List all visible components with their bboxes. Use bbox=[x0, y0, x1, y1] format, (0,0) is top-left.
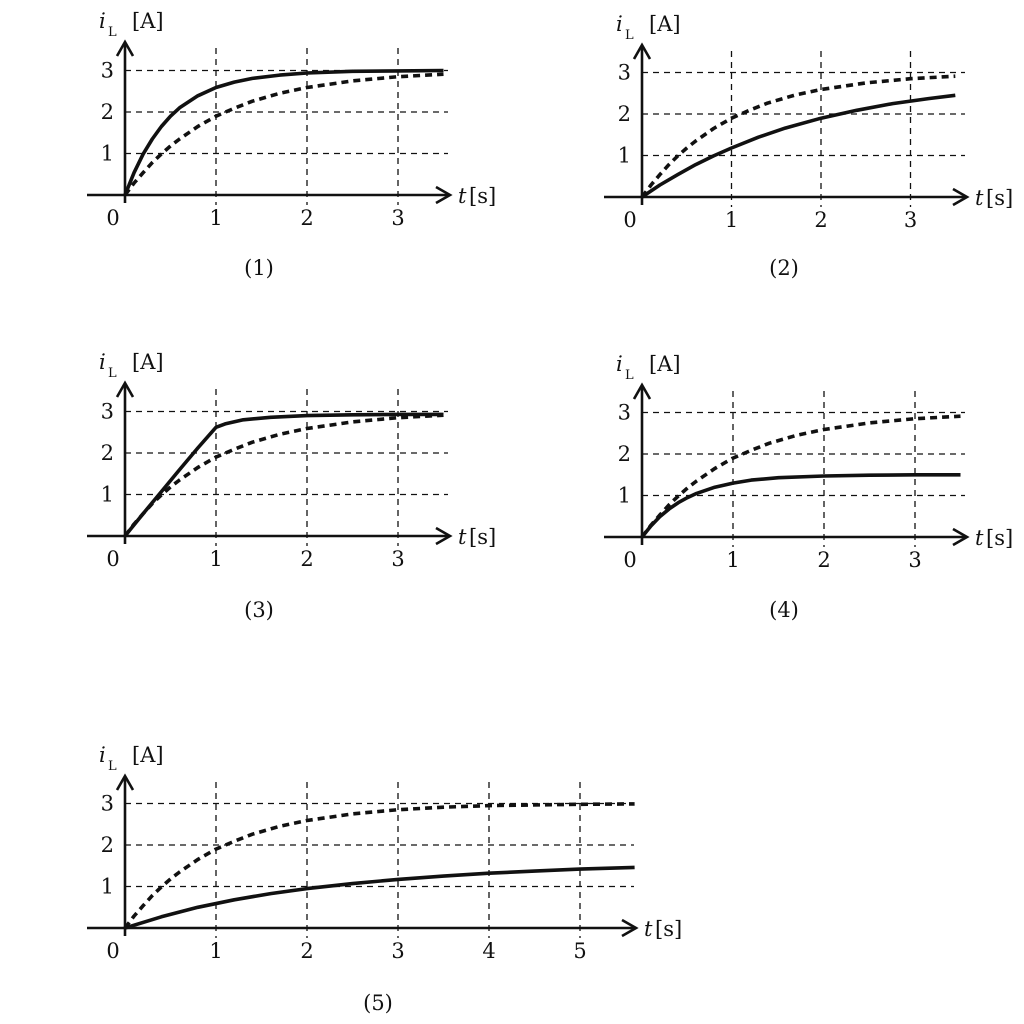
y-axis-unit: [A] bbox=[649, 12, 681, 36]
y-axis-label: i bbox=[616, 352, 623, 376]
x-axis-label: t bbox=[458, 525, 467, 549]
x-tick-label-3: 3 bbox=[391, 206, 404, 230]
y-tick-label-3: 3 bbox=[618, 61, 631, 85]
x-tick-label-2: 2 bbox=[300, 206, 313, 230]
series-dashed-curve bbox=[640, 74, 956, 199]
x-tick-label-4: 4 bbox=[482, 939, 495, 963]
y-axis-arrowhead bbox=[115, 39, 135, 57]
x-axis-label: t bbox=[975, 526, 984, 550]
chart-panel-3: 1 2 3 1 2 3 0 i L [A] t [s] (3) bbox=[87, 350, 496, 622]
y-tick-label-3: 3 bbox=[101, 59, 114, 83]
x-tick-label-3: 3 bbox=[391, 547, 404, 571]
panel-caption: (4) bbox=[769, 598, 799, 622]
x-axis-arrowhead bbox=[621, 918, 639, 938]
y-tick-label-2: 2 bbox=[101, 100, 114, 124]
y-tick-label-1: 1 bbox=[101, 483, 114, 507]
panel-caption: (5) bbox=[363, 991, 393, 1015]
y-tick-label-3: 3 bbox=[101, 400, 114, 424]
x-axis-unit: [s] bbox=[655, 917, 682, 941]
series-solid-curve bbox=[640, 93, 956, 199]
x-tick-label-2: 2 bbox=[300, 547, 313, 571]
y-tick-label-3: 3 bbox=[101, 792, 114, 816]
x-axis-arrowhead bbox=[952, 527, 970, 547]
x-axis-label: t bbox=[975, 186, 984, 210]
y-axis-unit: [A] bbox=[132, 9, 164, 33]
origin-label: 0 bbox=[106, 547, 119, 571]
y-axis-unit: [A] bbox=[649, 352, 681, 376]
chart-panel-1: 1 2 3 1 2 3 0 i L [A] t [s] (1) bbox=[87, 9, 496, 280]
y-tick-label-1: 1 bbox=[101, 142, 114, 166]
series-dashed-curve bbox=[123, 802, 635, 930]
panel-caption: (1) bbox=[244, 256, 274, 280]
y-tick-label-2: 2 bbox=[101, 441, 114, 465]
y-axis-arrowhead bbox=[632, 42, 652, 60]
x-axis-arrowhead bbox=[435, 185, 453, 205]
origin-label: 0 bbox=[623, 208, 636, 232]
chart-panel-4: 1 2 3 1 2 3 0 i L [A] t [s] (4) bbox=[604, 352, 1013, 622]
x-axis-label: t bbox=[458, 184, 467, 208]
x-axis-arrowhead bbox=[435, 526, 453, 546]
y-axis-label: i bbox=[99, 743, 106, 767]
x-tick-label-3: 3 bbox=[908, 548, 921, 572]
y-axis-unit: [A] bbox=[132, 350, 164, 374]
x-tick-label-2: 2 bbox=[814, 208, 827, 232]
y-tick-label-1: 1 bbox=[618, 144, 631, 168]
y-axis-label-subscript: L bbox=[625, 368, 634, 383]
y-axis-label: i bbox=[616, 12, 623, 36]
x-axis-unit: [s] bbox=[986, 526, 1013, 550]
series-solid-curve bbox=[123, 68, 444, 196]
panel-caption: (2) bbox=[769, 256, 799, 280]
y-tick-label-1: 1 bbox=[101, 875, 114, 899]
y-axis-label-subscript: L bbox=[108, 759, 117, 774]
x-axis-label: t bbox=[644, 917, 653, 941]
y-axis-label-subscript: L bbox=[625, 28, 634, 43]
panel-caption: (3) bbox=[244, 598, 274, 622]
y-axis-arrowhead bbox=[115, 773, 135, 791]
y-tick-label-1: 1 bbox=[618, 484, 631, 508]
series-solid-curve bbox=[640, 472, 961, 539]
chart-panel-2: 1 2 3 1 2 3 0 i L [A] t [s] (2) bbox=[604, 12, 1013, 280]
x-axis-unit: [s] bbox=[469, 184, 496, 208]
y-tick-label-2: 2 bbox=[618, 102, 631, 126]
chart-panel-5: 1 2 3 1 2 3 4 5 0 i L [A] t [s] (5) bbox=[87, 743, 682, 1015]
series-solid-curve bbox=[124, 865, 635, 930]
y-tick-label-3: 3 bbox=[618, 401, 631, 425]
y-axis-arrowhead bbox=[632, 382, 652, 400]
x-tick-label-1: 1 bbox=[209, 547, 222, 571]
x-tick-label-2: 2 bbox=[817, 548, 830, 572]
origin-label: 0 bbox=[106, 206, 119, 230]
x-tick-label-1: 1 bbox=[726, 548, 739, 572]
y-axis-label: i bbox=[99, 9, 106, 33]
x-tick-label-2: 2 bbox=[300, 939, 313, 963]
x-tick-label-1: 1 bbox=[209, 206, 222, 230]
series-solid-curve bbox=[123, 412, 444, 538]
y-axis-label-subscript: L bbox=[108, 25, 117, 40]
y-axis-label: i bbox=[99, 350, 106, 374]
series-dashed-curve bbox=[123, 72, 444, 197]
y-axis-label-subscript: L bbox=[108, 366, 117, 381]
x-axis-unit: [s] bbox=[469, 525, 496, 549]
series-dashed-curve bbox=[123, 413, 444, 538]
x-axis-arrowhead bbox=[952, 187, 970, 207]
origin-label: 0 bbox=[623, 548, 636, 572]
y-tick-label-2: 2 bbox=[101, 833, 114, 857]
x-tick-label-1: 1 bbox=[209, 939, 222, 963]
origin-label: 0 bbox=[106, 939, 119, 963]
y-axis-unit: [A] bbox=[132, 743, 164, 767]
x-tick-label-3: 3 bbox=[904, 208, 917, 232]
x-tick-label-1: 1 bbox=[725, 208, 738, 232]
series-dashed-curve bbox=[640, 414, 961, 539]
y-axis-arrowhead bbox=[115, 380, 135, 398]
x-tick-label-5: 5 bbox=[573, 939, 586, 963]
x-axis-unit: [s] bbox=[986, 186, 1013, 210]
x-tick-label-3: 3 bbox=[391, 939, 404, 963]
y-tick-label-2: 2 bbox=[618, 442, 631, 466]
